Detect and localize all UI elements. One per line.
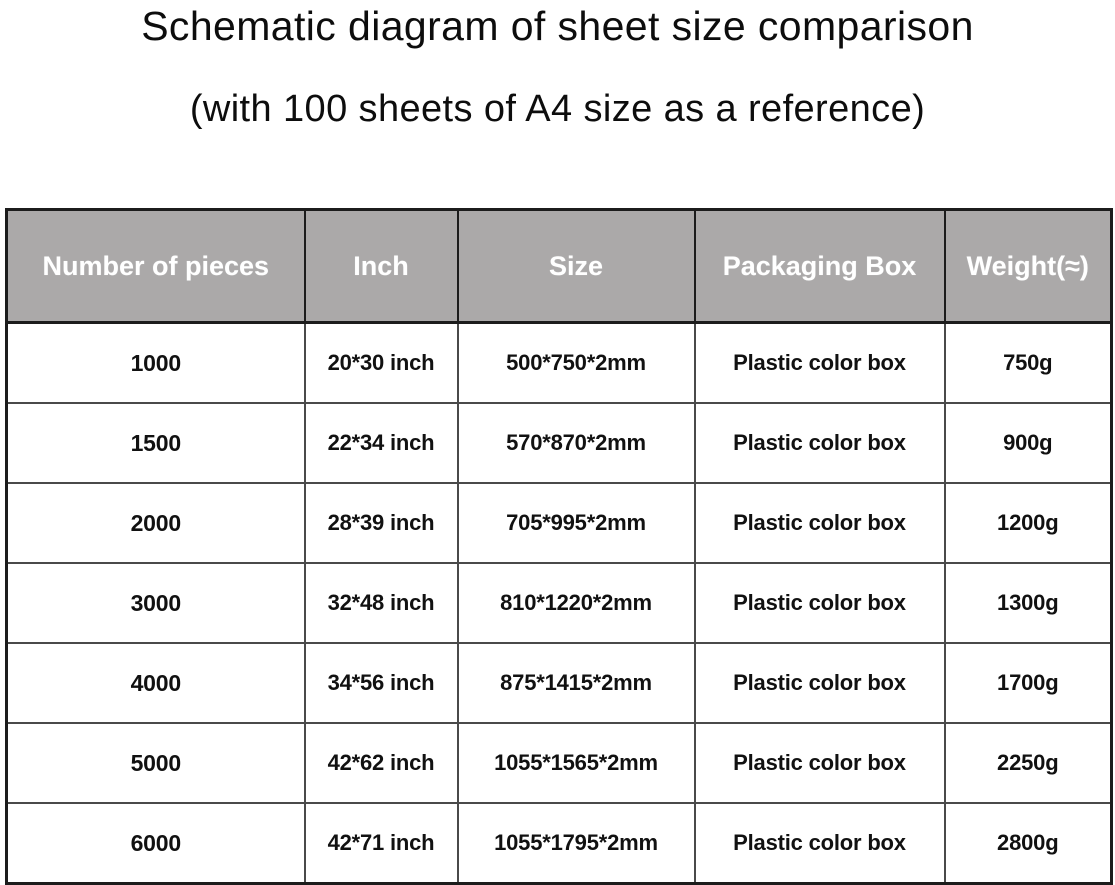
cell-number-of-pieces: 6000	[6, 803, 306, 884]
cell-weight: 1200g	[944, 483, 1112, 564]
cell-packaging-box: Plastic color box	[694, 403, 946, 484]
cell-size: 810*1220*2mm	[457, 563, 696, 644]
table-body: 1000 20*30 inch 500*750*2mm Plastic colo…	[6, 322, 1112, 884]
cell-number-of-pieces: 5000	[6, 723, 306, 804]
size-comparison-table: Number of pieces Inch Size Packaging Box…	[5, 208, 1113, 885]
column-header-size: Size	[457, 209, 696, 324]
page-title-subtitle: (with 100 sheets of A4 size as a referen…	[189, 88, 926, 130]
page-title-line-1: Schematic diagram of sheet size comparis…	[141, 3, 974, 49]
cell-size: 705*995*2mm	[457, 483, 696, 564]
column-header-packaging-box: Packaging Box	[694, 209, 946, 324]
table-row: 2000 28*39 inch 705*995*2mm Plastic colo…	[6, 483, 1112, 564]
cell-packaging-box: Plastic color box	[694, 803, 946, 884]
cell-size: 1055*1795*2mm	[457, 803, 696, 884]
cell-packaging-box: Plastic color box	[694, 322, 946, 404]
cell-packaging-box: Plastic color box	[694, 723, 946, 804]
cell-packaging-box: Plastic color box	[694, 563, 946, 644]
cell-weight: 1300g	[944, 563, 1112, 644]
cell-size: 875*1415*2mm	[457, 643, 696, 724]
cell-inch: 42*62 inch	[304, 723, 459, 804]
cell-inch: 20*30 inch	[304, 322, 459, 404]
cell-number-of-pieces: 2000	[6, 483, 306, 564]
cell-number-of-pieces: 4000	[6, 643, 306, 724]
cell-size: 500*750*2mm	[457, 322, 696, 404]
table-row: 1500 22*34 inch 570*870*2mm Plastic colo…	[6, 403, 1112, 484]
cell-number-of-pieces: 1500	[6, 403, 306, 484]
cell-inch: 32*48 inch	[304, 563, 459, 644]
cell-weight: 750g	[944, 322, 1112, 404]
cell-packaging-box: Plastic color box	[694, 483, 946, 564]
cell-packaging-box: Plastic color box	[694, 643, 946, 724]
cell-weight: 1700g	[944, 643, 1112, 724]
cell-weight: 2800g	[944, 803, 1112, 884]
page-title: Schematic diagram of sheet size comparis…	[0, 0, 1115, 132]
cell-size: 570*870*2mm	[457, 403, 696, 484]
cell-number-of-pieces: 3000	[6, 563, 306, 644]
cell-inch: 42*71 inch	[304, 803, 459, 884]
cell-size: 1055*1565*2mm	[457, 723, 696, 804]
table-header-row: Number of pieces Inch Size Packaging Box…	[6, 209, 1112, 324]
cell-inch: 28*39 inch	[304, 483, 459, 564]
cell-inch: 22*34 inch	[304, 403, 459, 484]
cell-inch: 34*56 inch	[304, 643, 459, 724]
table-row: 1000 20*30 inch 500*750*2mm Plastic colo…	[6, 322, 1112, 404]
column-header-weight: Weight(≈)	[944, 209, 1112, 324]
table-row: 5000 42*62 inch 1055*1565*2mm Plastic co…	[6, 723, 1112, 804]
table-header: Number of pieces Inch Size Packaging Box…	[6, 209, 1112, 324]
cell-weight: 900g	[944, 403, 1112, 484]
table-row: 6000 42*71 inch 1055*1795*2mm Plastic co…	[6, 803, 1112, 884]
table-row: 4000 34*56 inch 875*1415*2mm Plastic col…	[6, 643, 1112, 724]
column-header-number-of-pieces: Number of pieces	[6, 209, 306, 324]
cell-number-of-pieces: 1000	[6, 322, 306, 404]
column-header-inch: Inch	[304, 209, 459, 324]
cell-weight: 2250g	[944, 723, 1112, 804]
size-comparison-table-container: Number of pieces Inch Size Packaging Box…	[5, 208, 1113, 885]
table-row: 3000 32*48 inch 810*1220*2mm Plastic col…	[6, 563, 1112, 644]
